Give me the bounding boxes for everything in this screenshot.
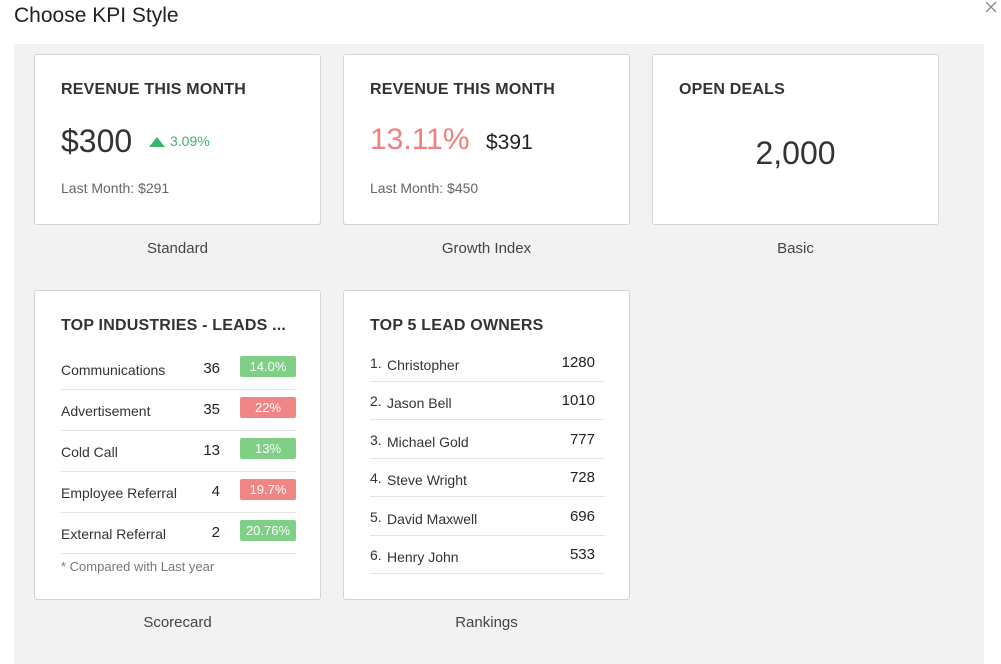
kpi-value: $391 — [486, 131, 533, 154]
kpi-style-card-scorecard[interactable]: TOP INDUSTRIES - LEADS ... Communication… — [34, 290, 321, 600]
ranking-row-value: 533 — [569, 546, 595, 563]
ranking-row: 5. David Maxwell 696 — [370, 497, 605, 536]
style-label-scorecard[interactable]: Scorecard — [143, 614, 212, 631]
ranking-row-rank: 4. — [370, 470, 382, 487]
ranking-row-name: Henry John — [387, 549, 459, 565]
ranking-row: 4. Steve Wright 728 — [370, 458, 605, 498]
change-percent: 3.09% — [170, 133, 210, 149]
ranking-row-value: 1280 — [561, 354, 595, 371]
ranking-row: 2. Jason Bell 1010 — [370, 381, 605, 421]
scorecard-row: Employee Referral 4 19.7% — [61, 472, 296, 513]
scorecard-row-badge: 14.0% — [240, 356, 296, 377]
style-label-rankings[interactable]: Rankings — [455, 614, 518, 631]
scorecard-row: Communications 36 14.0% — [61, 349, 296, 390]
change-indicator: 3.09% — [149, 133, 210, 149]
scorecard-row-count: 36 — [203, 360, 220, 377]
ranking-row-value: 1010 — [561, 392, 595, 410]
dialog-title: Choose KPI Style — [14, 4, 179, 27]
ranking-row-rank: 2. — [370, 393, 382, 410]
arrow-up-icon — [149, 137, 165, 147]
ranking-row-rank: 6. — [370, 547, 382, 563]
scorecard-row-count: 13 — [203, 442, 220, 459]
scorecard-row-badge: 13% — [240, 438, 296, 459]
scorecard-row-badge: 22% — [240, 397, 296, 418]
ranking-row-name: Jason Bell — [387, 395, 452, 412]
close-icon[interactable] — [984, 0, 998, 14]
scorecard-row-name: Cold Call — [61, 444, 118, 460]
style-label-standard[interactable]: Standard — [147, 240, 208, 257]
ranking-row-rank: 5. — [370, 508, 382, 525]
scorecard-row-name: Employee Referral — [61, 485, 177, 501]
last-month-text: Last Month: $450 — [370, 180, 479, 196]
scorecard-row-name: Advertisement — [61, 403, 151, 419]
ranking-row-value: 696 — [569, 507, 595, 525]
ranking-row: 6. Henry John 533 — [370, 535, 605, 574]
growth-percent: 13.11% — [370, 123, 470, 156]
scorecard-row: External Referral 2 20.76% — [61, 513, 296, 554]
scorecard-footnote: * Compared with Last year — [61, 559, 215, 574]
card-title: REVENUE THIS MONTH — [370, 81, 555, 98]
kpi-style-card-basic[interactable]: OPEN DEALS 2,000 — [652, 54, 939, 225]
kpi-value: 2,000 — [755, 135, 836, 171]
card-title: TOP 5 LEAD OWNERS — [370, 317, 544, 334]
ranking-row-name: Christopher — [387, 357, 460, 373]
style-label-growth-index[interactable]: Growth Index — [441, 240, 532, 257]
last-month-text: Last Month: $291 — [61, 180, 170, 196]
ranking-row-value: 777 — [569, 430, 595, 448]
ranking-row: 3. Michael Gold 777 — [370, 420, 605, 459]
card-title: OPEN DEALS — [679, 81, 786, 98]
scorecard-row: Cold Call 13 13% — [61, 431, 296, 472]
kpi-style-card-rankings[interactable]: TOP 5 LEAD OWNERS 1. Christopher 1280 2. Jas… — [343, 290, 630, 600]
scorecard-row-count: 2 — [211, 524, 220, 541]
style-label-basic[interactable]: Basic — [777, 240, 814, 257]
ranking-row-rank: 1. — [370, 355, 382, 371]
kpi-style-card-standard[interactable]: REVENUE THIS MONTH $300 3.09% Last Month… — [34, 54, 321, 225]
kpi-style-card-growth-index[interactable]: REVENUE THIS MONTH 13.11% $391 Last Mont… — [343, 54, 630, 225]
scorecard-row-name: External Referral — [61, 526, 167, 542]
ranking-row: 1. Christopher 1280 — [370, 343, 605, 382]
card-title: TOP INDUSTRIES - LEADS ... — [61, 317, 287, 334]
ranking-row-name: David Maxwell — [387, 510, 478, 527]
scorecard-row-badge: 20.76% — [240, 520, 296, 541]
ranking-row-name: Michael Gold — [387, 433, 469, 450]
scorecard-row-count: 35 — [203, 401, 220, 418]
kpi-style-panel: REVENUE THIS MONTH $300 3.09% Last Month… — [14, 44, 984, 664]
ranking-row-value: 728 — [569, 469, 595, 487]
scorecard-row-badge: 19.7% — [240, 479, 296, 500]
ranking-row-name: Steve Wright — [387, 472, 467, 489]
scorecard-row: Advertisement 35 22% — [61, 390, 296, 431]
kpi-value: $300 — [61, 123, 133, 159]
scorecard-row-name: Communications — [61, 362, 166, 378]
card-title: REVENUE THIS MONTH — [61, 81, 246, 98]
ranking-row-rank: 3. — [370, 431, 382, 448]
scorecard-row-count: 4 — [211, 483, 220, 500]
